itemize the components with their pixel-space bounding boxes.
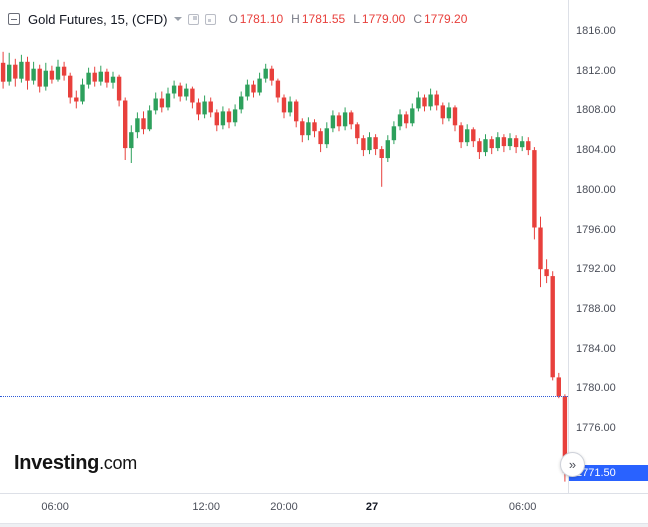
ohlc-low-label: L <box>353 12 360 26</box>
price-axis-label: 1808.00 <box>576 104 616 117</box>
ohlc-open-value: 1781.10 <box>239 12 284 26</box>
ohlc-open-label: O <box>228 12 238 26</box>
logo-suffix-text: .com <box>99 453 137 473</box>
candles-svg <box>0 51 568 482</box>
ohlc-close: C 1779.20 <box>413 12 467 26</box>
ohlc-close-value: 1779.20 <box>423 12 468 26</box>
price-axis[interactable]: 1771.50 1816.00 1812.00 1808.00 1804.00 1800… <box>568 0 648 493</box>
settings-icon[interactable] <box>205 13 217 25</box>
ohlc-open: O 1781.10 <box>228 12 283 26</box>
time-axis-label: 12:00 <box>192 501 220 513</box>
investing-logo[interactable]: Investing.com <box>14 452 137 475</box>
ohlc-legend: O 1781.10 H 1781.55 L 1779.00 C 1779.20 <box>228 12 475 26</box>
collapse-legend-icon[interactable] <box>8 13 20 25</box>
time-axis-label: 27 <box>365 501 379 513</box>
legend-header: Gold Futures, 15, (CFD) O 1781.10 H 1781.5… <box>8 10 475 28</box>
ohlc-high: H 1781.55 <box>291 12 345 26</box>
time-axis-label: 06:00 <box>508 501 537 513</box>
price-axis-label: 1784.00 <box>576 342 616 355</box>
chevron-down-icon[interactable] <box>174 17 183 21</box>
price-axis-label: 1792.00 <box>576 263 616 276</box>
ohlc-low: L 1779.00 <box>353 12 405 26</box>
last-price-badge: 1771.50 <box>569 464 648 481</box>
price-axis-label: 1800.00 <box>576 183 616 196</box>
price-axis-label: 1776.00 <box>576 422 616 434</box>
price-axis-label: 1796.00 <box>576 223 616 236</box>
price-axis-label: 1788.00 <box>576 302 616 315</box>
candlestick-plot[interactable] <box>0 0 568 493</box>
price-axis-label: 1780.00 <box>576 382 616 395</box>
ohlc-low-value: 1779.00 <box>361 12 406 26</box>
chart-style-icon[interactable] <box>188 13 200 25</box>
time-axis-label: 06:00 <box>41 501 69 513</box>
time-axis-label: 20:00 <box>270 501 298 513</box>
price-axis-label: 1804.00 <box>576 144 616 157</box>
symbol-title[interactable]: Gold Futures, 15, (CFD) <box>28 11 168 27</box>
ohlc-high-label: H <box>291 12 300 26</box>
price-axis-label: 1812.00 <box>576 64 616 77</box>
horizontal-scrollbar[interactable] <box>0 523 648 527</box>
time-axis[interactable]: 06:00 12:00 20:00 27 06:00 <box>0 493 648 527</box>
logo-main-text: Investing <box>14 452 100 474</box>
scroll-to-realtime-button[interactable]: » <box>560 452 585 477</box>
last-close-dotted-line <box>0 396 568 398</box>
ohlc-close-label: C <box>413 12 422 26</box>
price-axis-label: 1816.00 <box>576 25 616 37</box>
ohlc-high-value: 1781.55 <box>301 12 346 26</box>
